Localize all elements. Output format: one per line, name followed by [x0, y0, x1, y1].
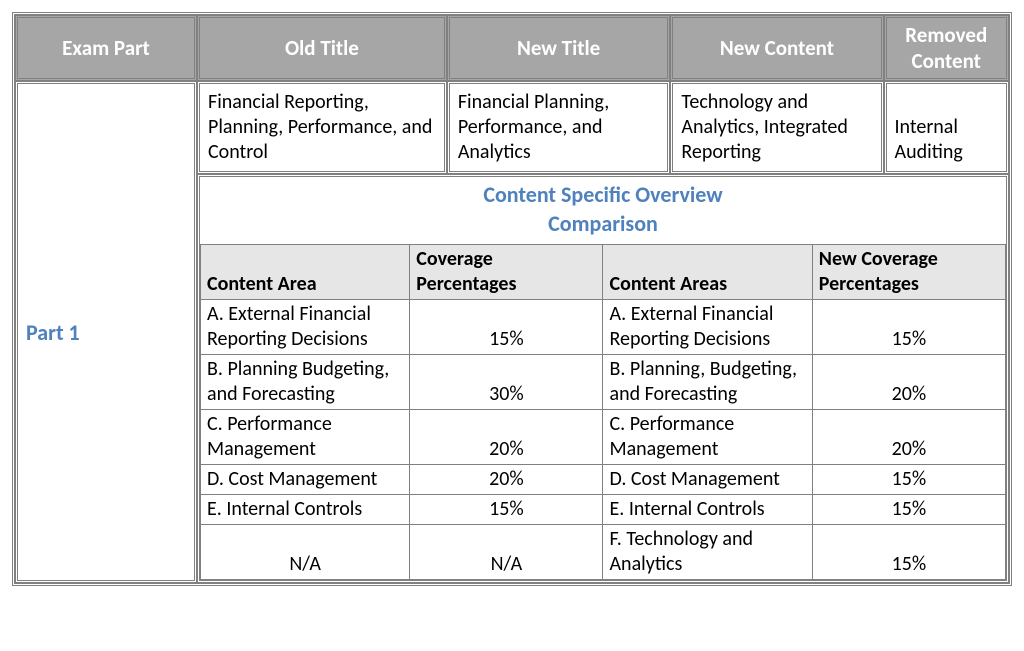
new-pct-cell: 15% — [812, 495, 1005, 525]
old-title-cell: Financial Reporting, Planning, Performan… — [197, 81, 447, 174]
old-area-cell: N/A — [201, 525, 410, 580]
new-pct-cell: 20% — [812, 355, 1005, 410]
new-area-cell: B. Planning, Budgeting, and Forecasting — [603, 355, 812, 410]
old-pct-cell: 20% — [410, 410, 603, 465]
title-row: Part 1 Financial Reporting, Planning, Pe… — [15, 81, 1009, 174]
table-row: E. Internal Controls15%E. Internal Contr… — [201, 495, 1006, 525]
header-row: Exam Part Old Title New Title New Conten… — [15, 15, 1009, 81]
old-area-cell: A. External Financial Reporting Decision… — [201, 300, 410, 355]
overview-cell: Content Specific Overview Comparison Con… — [197, 174, 1009, 583]
new-content-cell: Technology and Analytics, Integrated Rep… — [670, 81, 883, 174]
header-old-title: Old Title — [197, 15, 447, 81]
new-area-cell: E. Internal Controls — [603, 495, 812, 525]
new-area-cell: D. Cost Management — [603, 465, 812, 495]
old-area-cell: D. Cost Management — [201, 465, 410, 495]
exam-comparison-table: Exam Part Old Title New Title New Conten… — [12, 12, 1012, 586]
table-row: B. Planning Budgeting, and Forecasting30… — [201, 355, 1006, 410]
inner-header-row: Content Area Coverage Percentages Conten… — [201, 245, 1006, 300]
new-pct-cell: 15% — [812, 465, 1005, 495]
header-exam-part: Exam Part — [15, 15, 197, 81]
new-area-cell: A. External Financial Reporting Decision… — [603, 300, 812, 355]
new-title-cell: Financial Planning, Performance, and Ana… — [447, 81, 671, 174]
table-row: D. Cost Management20%D. Cost Management1… — [201, 465, 1006, 495]
header-new-title: New Title — [447, 15, 671, 81]
new-pct-cell: 15% — [812, 300, 1005, 355]
new-pct-cell: 20% — [812, 410, 1005, 465]
new-pct-cell: 15% — [812, 525, 1005, 580]
table-row: A. External Financial Reporting Decision… — [201, 300, 1006, 355]
old-area-cell: C. Performance Management — [201, 410, 410, 465]
old-pct-cell: 15% — [410, 495, 603, 525]
part-label-cell: Part 1 — [15, 81, 197, 583]
subtitle-line2: Comparison — [548, 210, 658, 237]
subtitle-line1: Content Specific Overview — [483, 181, 722, 208]
inner-header-new-coverage-pct: New Coverage Percentages — [812, 245, 1005, 300]
new-area-cell: C. Performance Management — [603, 410, 812, 465]
old-area-cell: E. Internal Controls — [201, 495, 410, 525]
header-new-content: New Content — [670, 15, 883, 81]
inner-header-content-area: Content Area — [201, 245, 410, 300]
old-area-cell: B. Planning Budgeting, and Forecasting — [201, 355, 410, 410]
old-pct-cell: 30% — [410, 355, 603, 410]
inner-header-coverage-pct: Coverage Percentages — [410, 245, 603, 300]
new-area-cell: F. Technology and Analytics — [603, 525, 812, 580]
old-pct-cell: N/A — [410, 525, 603, 580]
inner-header-content-areas: Content Areas — [603, 245, 812, 300]
table-row: C. Performance Management20%C. Performan… — [201, 410, 1006, 465]
table-row: N/AN/AF. Technology and Analytics15% — [201, 525, 1006, 580]
header-removed-content: Removed Content — [884, 15, 1009, 81]
removed-content-cell: Internal Auditing — [884, 81, 1009, 174]
old-pct-cell: 15% — [410, 300, 603, 355]
overview-subtitle: Content Specific Overview Comparison — [200, 181, 1006, 244]
content-area-table: Content Area Coverage Percentages Conten… — [200, 244, 1006, 580]
old-pct-cell: 20% — [410, 465, 603, 495]
